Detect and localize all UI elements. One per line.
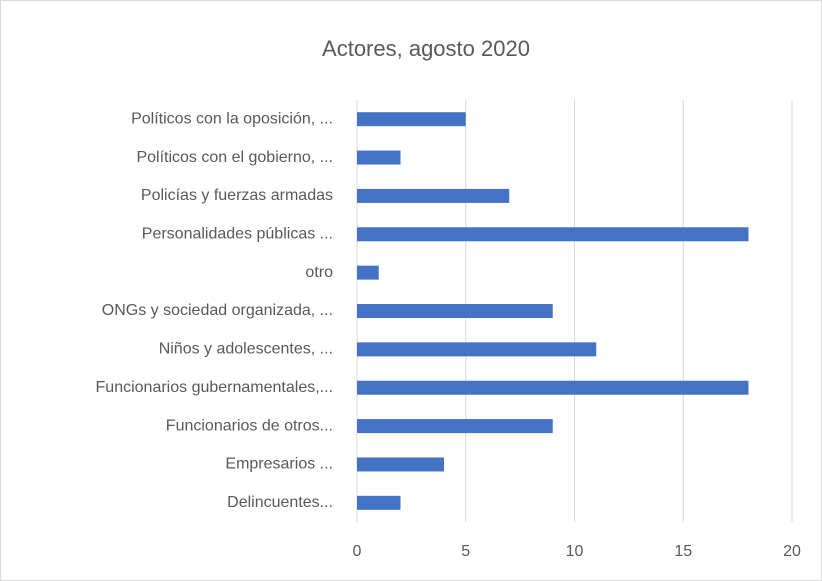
y-tick-label: Personalidades públicas ...	[142, 225, 333, 242]
bar	[357, 495, 401, 510]
chart-title: Actores, agosto 2020	[322, 36, 530, 61]
bar	[357, 265, 379, 280]
bar	[357, 112, 466, 127]
x-tick-label: 20	[783, 543, 801, 560]
y-tick-label: Funcionarios gubernamentales,...	[96, 379, 333, 396]
bar	[357, 380, 749, 395]
y-tick-label: otro	[305, 264, 333, 281]
bar	[357, 150, 401, 165]
x-tick-label: 5	[461, 543, 470, 560]
y-tick-label: Políticos con el gobierno, ...	[136, 149, 333, 166]
x-tick-label: 0	[353, 543, 362, 560]
x-tick-label: 15	[674, 543, 692, 560]
y-tick-label: Políticos con la oposición, ...	[131, 110, 333, 127]
y-tick-label: Funcionarios de otros...	[166, 417, 333, 434]
bar	[357, 188, 510, 203]
y-tick-label: Delincuentes...	[227, 494, 333, 511]
y-tick-label: ONGs y sociedad organizada, ...	[102, 302, 333, 319]
bar	[357, 304, 553, 318]
bar	[357, 227, 749, 242]
y-tick-label: Policías y fuerzas armadas	[141, 187, 333, 204]
y-tick-label: Niños y adolescentes, ...	[159, 341, 333, 358]
y-tick-label: Empresarios ...	[225, 456, 333, 473]
x-tick-label: 10	[566, 543, 584, 560]
bar	[357, 457, 444, 472]
bar	[357, 342, 597, 357]
bar	[357, 419, 553, 434]
